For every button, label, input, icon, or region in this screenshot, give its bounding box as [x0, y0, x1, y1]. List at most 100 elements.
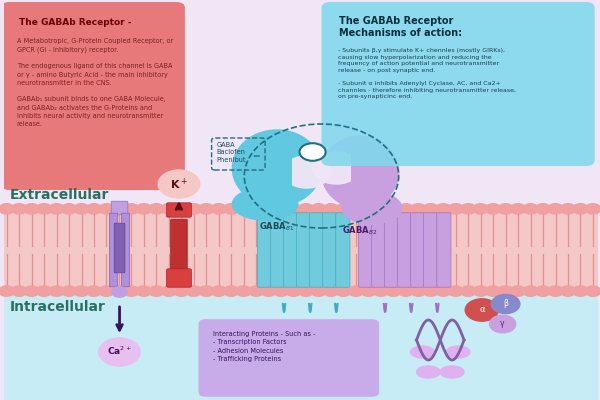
Circle shape: [460, 204, 476, 214]
FancyBboxPatch shape: [170, 219, 187, 273]
Circle shape: [398, 204, 413, 214]
Circle shape: [61, 204, 77, 214]
Circle shape: [535, 204, 551, 214]
Polygon shape: [232, 188, 298, 220]
Circle shape: [248, 204, 264, 214]
Circle shape: [11, 286, 27, 296]
Circle shape: [211, 204, 226, 214]
FancyBboxPatch shape: [398, 213, 412, 287]
Circle shape: [236, 204, 251, 214]
FancyBboxPatch shape: [310, 213, 324, 287]
Text: GABA$_{B2}$: GABA$_{B2}$: [343, 224, 378, 236]
FancyBboxPatch shape: [322, 2, 595, 166]
Ellipse shape: [416, 366, 440, 378]
Text: The GABAb Receptor -: The GABAb Receptor -: [19, 18, 131, 27]
Circle shape: [186, 204, 202, 214]
FancyBboxPatch shape: [199, 319, 379, 397]
Circle shape: [149, 204, 164, 214]
Circle shape: [124, 286, 139, 296]
Circle shape: [548, 204, 563, 214]
Text: β: β: [503, 300, 508, 308]
Circle shape: [111, 286, 127, 296]
Circle shape: [523, 204, 538, 214]
Circle shape: [423, 286, 439, 296]
Circle shape: [286, 286, 301, 296]
Text: The GABAb Receptor
Mechanisms of action:: The GABAb Receptor Mechanisms of action:: [340, 16, 463, 38]
FancyBboxPatch shape: [109, 213, 118, 287]
Bar: [4, 212, 598, 288]
Circle shape: [99, 338, 140, 366]
Circle shape: [361, 204, 376, 214]
Circle shape: [311, 204, 326, 214]
Circle shape: [173, 286, 189, 296]
Ellipse shape: [446, 346, 470, 358]
FancyBboxPatch shape: [371, 213, 386, 287]
Circle shape: [448, 204, 463, 214]
Circle shape: [465, 299, 499, 321]
Circle shape: [311, 286, 326, 296]
Circle shape: [498, 286, 514, 296]
Circle shape: [86, 204, 102, 214]
FancyBboxPatch shape: [166, 203, 191, 217]
FancyBboxPatch shape: [385, 213, 399, 287]
Text: Interacting Proteins - Such as -
- Transcription Factors
- Adhesion Molecules
- : Interacting Proteins - Such as - - Trans…: [213, 331, 315, 362]
Circle shape: [386, 204, 401, 214]
Circle shape: [211, 286, 226, 296]
Polygon shape: [313, 152, 350, 184]
FancyBboxPatch shape: [437, 213, 451, 287]
Circle shape: [361, 286, 376, 296]
Circle shape: [111, 204, 127, 214]
FancyBboxPatch shape: [111, 201, 128, 215]
Circle shape: [86, 286, 102, 296]
Circle shape: [236, 286, 251, 296]
Circle shape: [485, 204, 501, 214]
Circle shape: [585, 204, 600, 214]
FancyBboxPatch shape: [1, 2, 185, 190]
Bar: [4, 288, 598, 400]
Circle shape: [373, 204, 389, 214]
Circle shape: [199, 204, 214, 214]
Circle shape: [323, 204, 339, 214]
Circle shape: [473, 204, 488, 214]
Circle shape: [336, 286, 351, 296]
Circle shape: [286, 204, 301, 214]
Circle shape: [223, 204, 239, 214]
Circle shape: [261, 286, 277, 296]
Circle shape: [511, 204, 526, 214]
Circle shape: [199, 286, 214, 296]
Circle shape: [298, 204, 314, 214]
Circle shape: [398, 286, 413, 296]
FancyBboxPatch shape: [323, 213, 337, 287]
Circle shape: [274, 286, 289, 296]
Circle shape: [24, 204, 40, 214]
Circle shape: [448, 286, 463, 296]
Text: α: α: [479, 306, 485, 314]
Circle shape: [49, 204, 64, 214]
Circle shape: [491, 294, 520, 314]
Circle shape: [548, 286, 563, 296]
Polygon shape: [232, 130, 322, 206]
Text: Ca$^{2+}$: Ca$^{2+}$: [107, 345, 132, 358]
Polygon shape: [293, 156, 331, 188]
Circle shape: [410, 286, 426, 296]
Circle shape: [498, 204, 514, 214]
Circle shape: [0, 204, 14, 214]
Circle shape: [248, 286, 264, 296]
Circle shape: [490, 315, 516, 333]
Circle shape: [511, 286, 526, 296]
Circle shape: [323, 286, 339, 296]
Circle shape: [573, 204, 588, 214]
Circle shape: [149, 286, 164, 296]
FancyBboxPatch shape: [114, 223, 125, 273]
Circle shape: [11, 204, 27, 214]
Circle shape: [386, 286, 401, 296]
FancyBboxPatch shape: [283, 213, 298, 287]
Circle shape: [158, 170, 200, 198]
Circle shape: [523, 286, 538, 296]
Circle shape: [348, 286, 364, 296]
Circle shape: [436, 204, 451, 214]
Circle shape: [535, 286, 551, 296]
Circle shape: [373, 286, 389, 296]
Text: Intracellular: Intracellular: [10, 300, 106, 314]
Circle shape: [261, 204, 277, 214]
